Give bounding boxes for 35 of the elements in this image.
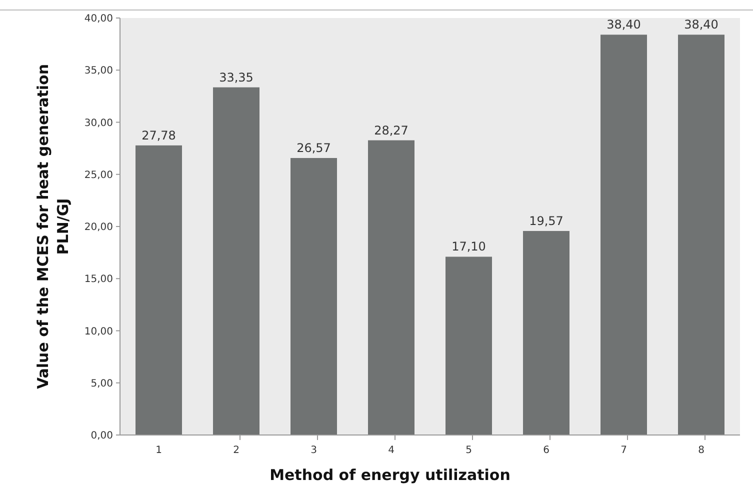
data-label: 38,40 [606, 18, 641, 32]
y-tick-label: 20,00 [84, 222, 113, 233]
x-tick-label: 6 [543, 445, 550, 456]
x-axis-title: Method of energy utilization [270, 466, 510, 484]
data-label: 19,57 [529, 214, 564, 228]
y-tick-label: 5,00 [90, 378, 113, 390]
bar [446, 256, 492, 435]
x-tick-label: 5 [466, 445, 472, 456]
y-tick-label: 35,00 [84, 66, 113, 77]
y-tick-label: 30,00 [84, 118, 113, 129]
data-label: 28,27 [374, 123, 408, 138]
y-axis-title: Value of the MCES for heat generation PLN/GJ [34, 64, 72, 390]
bar [523, 230, 570, 435]
y-tick-label: 0,00 [90, 430, 113, 442]
x-tick-label: 8 [698, 445, 704, 456]
y-tick-label: 40,00 [84, 14, 113, 24]
bar [600, 34, 647, 435]
x-tick-label: 2 [233, 445, 240, 456]
x-tick-label: 1 [156, 445, 162, 456]
bar [213, 87, 260, 435]
data-label: 38,40 [684, 18, 718, 32]
data-label: 17,10 [452, 240, 486, 254]
data-label: 33,35 [219, 70, 254, 84]
y-tick-label: 25,00 [84, 170, 113, 181]
x-tick-label: 4 [388, 445, 394, 456]
bar [678, 34, 724, 435]
x-tick-label: 7 [620, 445, 627, 456]
bar [368, 140, 414, 435]
bar [290, 158, 337, 435]
x-tick-label: 3 [310, 445, 317, 456]
y-tick-label: 10,00 [84, 326, 113, 338]
data-label: 26,57 [296, 141, 331, 156]
bar [136, 145, 182, 435]
data-label: 27,78 [142, 128, 176, 142]
y-tick-label: 15,00 [84, 274, 113, 286]
